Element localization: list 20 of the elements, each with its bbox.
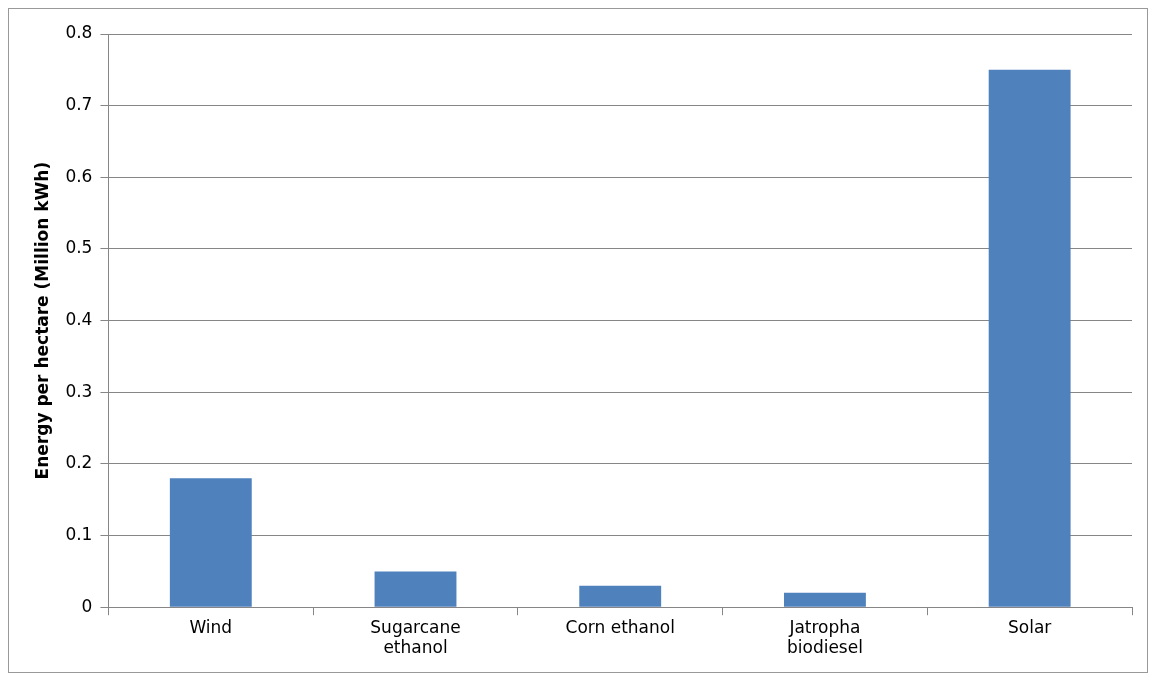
bar: [169, 478, 252, 607]
y-tick-label: 0.1: [65, 523, 93, 544]
y-tick-label: 0.6: [65, 165, 93, 186]
y-tick-label: 0.7: [65, 94, 93, 115]
bar: [988, 69, 1071, 607]
x-tick-label: Jatropha biodiesel: [786, 616, 863, 658]
y-tick-label: 0: [81, 595, 93, 616]
bar: [783, 592, 866, 607]
x-tick-label: Wind: [189, 616, 233, 637]
y-tick-label: 0.2: [65, 452, 93, 473]
bar: [374, 571, 457, 607]
y-tick-label: 0.4: [65, 309, 93, 330]
x-tick-label: Corn ethanol: [565, 616, 675, 637]
bar: [579, 585, 662, 607]
y-tick-label: 0.5: [65, 237, 93, 258]
y-tick-label: 0.8: [65, 22, 93, 43]
y-tick-label: 0.3: [65, 380, 93, 401]
x-tick-label: Solar: [1007, 616, 1052, 637]
y-axis-title: Energy per hectare (Million kWh): [31, 161, 52, 480]
x-tick-label: Sugarcane ethanol: [370, 616, 461, 658]
